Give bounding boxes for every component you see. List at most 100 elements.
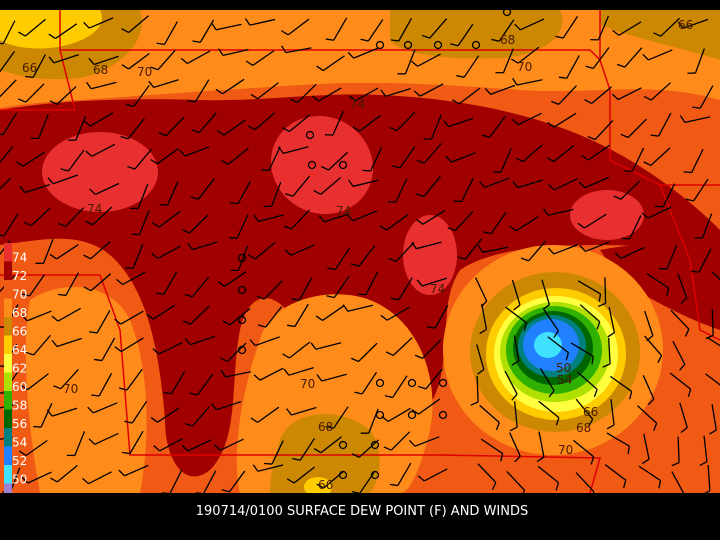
barb-flag <box>512 77 518 86</box>
barb-staff <box>24 183 50 194</box>
barb-flag <box>283 225 292 230</box>
barb-staff <box>196 373 214 396</box>
barb-flag <box>417 475 425 482</box>
barb-flag <box>181 444 189 452</box>
barb-staff <box>417 53 441 67</box>
contour-label: 68 <box>93 63 108 77</box>
station <box>305 130 315 140</box>
legend-label: 66 <box>12 325 27 339</box>
barb-staff <box>157 245 181 259</box>
barb-flag <box>536 456 545 462</box>
barb-flag <box>46 409 53 417</box>
barb-flag <box>253 214 259 222</box>
contour-label: 66 <box>678 18 693 32</box>
barb-staff <box>369 147 383 172</box>
barb-staff <box>291 209 310 230</box>
barb-staff <box>352 179 379 187</box>
barb-flag <box>184 293 193 298</box>
barb-flag <box>384 395 393 399</box>
barb-flag <box>687 388 692 398</box>
barb-staff <box>120 310 144 325</box>
barb-flag <box>445 155 452 163</box>
contour-label: 70 <box>558 443 573 457</box>
barb-flag <box>411 60 419 67</box>
barb-staff <box>2 112 18 136</box>
barb-staff <box>237 180 252 205</box>
barb-flag <box>192 40 201 43</box>
barb-flag <box>416 159 425 164</box>
barb-flag <box>679 115 686 123</box>
barb-staff <box>318 87 342 102</box>
barb-staff <box>498 19 515 42</box>
barb-flag <box>627 446 631 455</box>
contour-label: 66 <box>583 405 598 419</box>
barb-staff <box>646 273 669 289</box>
legend-label: 64 <box>12 343 27 357</box>
barb-staff <box>548 208 574 216</box>
barb-flag <box>641 212 649 219</box>
barb-flag <box>121 64 129 70</box>
barb-staff <box>386 306 410 321</box>
barb-flag <box>150 158 158 165</box>
barb-staff <box>129 430 144 454</box>
barb-flag <box>390 297 399 301</box>
barb-flag <box>249 339 256 346</box>
barb-staff <box>52 407 78 417</box>
barb-staff <box>679 402 688 428</box>
barb-staff <box>458 87 481 105</box>
barb-staff <box>74 431 86 456</box>
barb-flag <box>121 28 129 34</box>
legend-swatch <box>4 298 12 317</box>
station <box>438 378 448 388</box>
barb-flag <box>250 417 259 423</box>
barb-staff <box>642 375 655 400</box>
barb-staff <box>95 182 120 196</box>
barb-staff <box>159 437 184 452</box>
barb-flag <box>418 385 427 390</box>
barb-staff <box>333 17 348 41</box>
barb-staff <box>190 335 216 346</box>
barb-staff <box>189 214 209 234</box>
barb-staff <box>126 368 143 391</box>
barb-flag <box>49 253 57 260</box>
barb-staff <box>298 277 313 301</box>
barb-flag <box>389 483 398 487</box>
barb-staff <box>263 280 283 300</box>
barb-staff <box>573 439 595 458</box>
barb-staff <box>299 438 315 461</box>
barb-staff <box>268 146 281 171</box>
barb-flag <box>629 391 633 400</box>
barb-flag <box>512 180 519 188</box>
contour-label: 54 <box>557 373 572 387</box>
barb-staff <box>320 177 341 195</box>
barb-staff <box>650 82 671 101</box>
barb-flag <box>220 357 228 362</box>
barb-flag <box>220 369 226 378</box>
barb-flag <box>362 169 371 172</box>
barb-flag <box>252 464 259 472</box>
field-72 <box>0 94 720 477</box>
field-74 <box>42 132 158 212</box>
barb-staff <box>490 211 507 235</box>
contour-label: 70 <box>300 377 315 391</box>
barb-staff <box>515 216 539 232</box>
barb-flag <box>380 314 388 321</box>
station <box>237 315 247 325</box>
barb-flag <box>606 424 615 430</box>
barb-flag <box>705 334 714 340</box>
barb-flag <box>51 339 58 347</box>
barb-flag <box>342 304 349 312</box>
barb-flag <box>596 321 601 330</box>
barb-flag <box>511 118 519 126</box>
contour-label: 68 <box>318 420 333 434</box>
station <box>375 378 385 388</box>
barb-staff <box>395 178 408 203</box>
barb-flag <box>187 242 194 251</box>
barb-flag <box>509 426 518 432</box>
barb-flag <box>597 302 606 308</box>
barb-flag <box>621 237 630 240</box>
barb-staff <box>297 83 317 104</box>
barb-staff <box>170 371 186 395</box>
barb-staff <box>359 115 381 132</box>
